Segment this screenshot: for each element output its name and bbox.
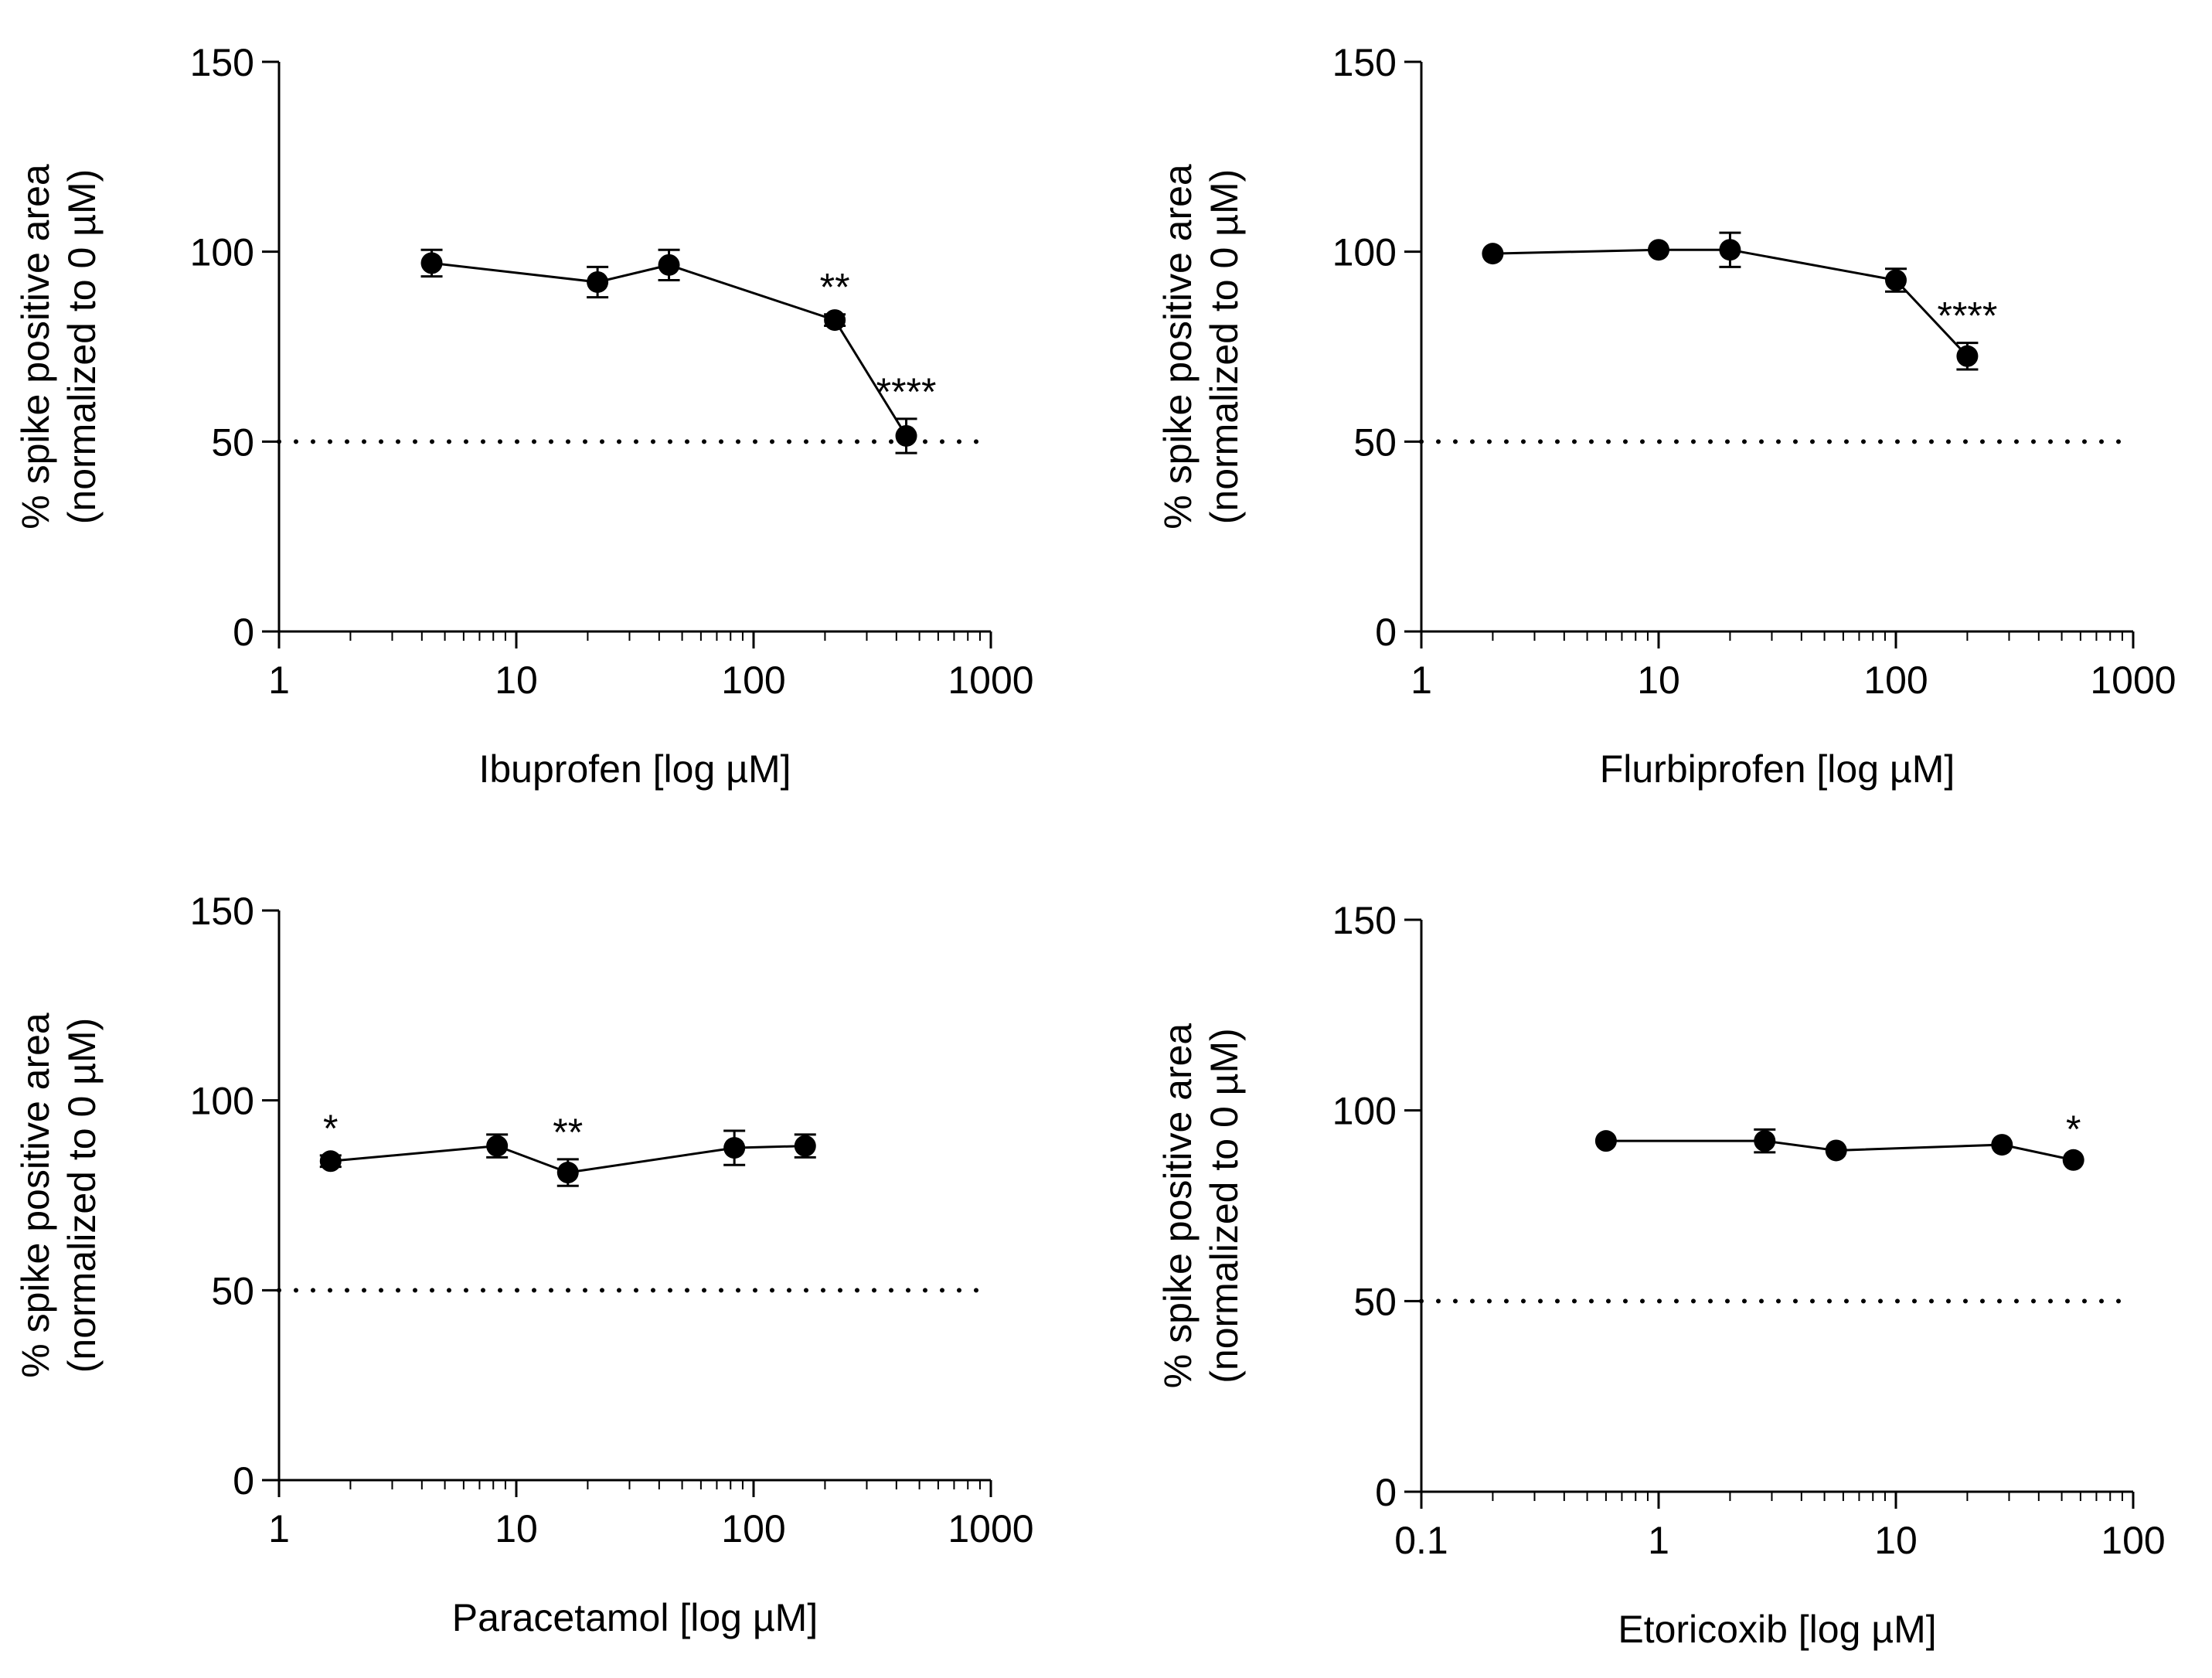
y-tick-label: 100 [1332,1090,1397,1133]
y-tick-label: 50 [211,420,254,464]
data-point [895,424,917,447]
x-tick-label: 100 [721,659,785,702]
etoricoxib-panel: 0 50 100 150 0.1 1 10 100 Etoricoxib [log µM] % s… [1156,899,2166,1651]
y-tick-label: 50 [211,1269,254,1312]
y-axis-label-line1: % spike positive area [14,1013,57,1378]
y-tick-label: 150 [1332,41,1397,84]
data-point [587,271,609,293]
x-tick-label: 1 [1411,659,1432,702]
x-tick-label: 100 [721,1507,785,1550]
data-point [1594,1130,1617,1152]
y-tick-label: 0 [233,1459,254,1503]
y-tick-label: 50 [1353,1280,1397,1323]
y-tick-label: 100 [1332,231,1397,274]
y-axis-label-line1: % spike positive area [1156,1023,1200,1389]
y-tick-label: 100 [190,231,254,274]
data-point [1754,1130,1776,1152]
data-point [1719,239,1741,261]
data-point [420,252,443,274]
x-axis-label: Flurbiprofen [log µM] [1600,747,1955,791]
y-tick-label: 150 [190,890,254,933]
y-tick-label: 150 [1332,899,1397,942]
x-tick-label: 10 [495,659,538,702]
x-tick-label: 10 [1637,659,1680,702]
paracetamol-panel: 0 50 100 150 1 10 100 1000 Paracetamol [log µM]%… [14,890,1034,1639]
y-tick-label: 0 [233,611,254,654]
x-tick-label: 1 [268,1507,290,1550]
y-tick-label: 0 [1375,1471,1397,1514]
ibuprofen-panel: 0 50 100 150 1 10 100 1000 Ibuprofen [log µM] % s… [14,41,1034,791]
x-tick-label: 10 [1874,1519,1918,1562]
y-axis-label-line2: (normalized to 0 µM) [60,1018,104,1373]
y-tick-label: 100 [190,1080,254,1123]
data-point [658,254,680,276]
data-point [794,1135,816,1157]
data-point [556,1162,579,1184]
y-tick-label: 50 [1353,420,1397,464]
significance-label: **** [1937,294,1997,338]
significance-label: ** [553,1111,583,1154]
significance-label: **** [876,370,937,414]
data-point [486,1135,509,1157]
significance-label: * [323,1107,338,1150]
y-axis-label-line1: % spike positive area [1156,164,1200,529]
data-point [319,1150,342,1173]
significance-label: * [2066,1108,2081,1151]
x-tick-label: 1000 [948,659,1033,702]
y-axis-label-line2: (normalized to 0 µM) [1203,169,1246,525]
x-tick-label: 100 [1863,659,1928,702]
data-point [2062,1149,2084,1171]
flurbiprofen-panel: 0 50 100 150 1 10 100 1000 Flurbiprofen [log µM]… [1156,41,2176,791]
data-point [1648,239,1669,261]
x-axis-label: Paracetamol [log µM] [452,1596,818,1639]
x-tick-label: 1 [268,659,290,702]
x-tick-label: 1000 [2090,659,2176,702]
data-point [1885,269,1907,291]
data-point [1482,243,1504,265]
data-point [1825,1139,1847,1162]
x-axis-label: Ibuprofen [log µM] [478,747,791,791]
x-tick-label: 0.1 [1394,1519,1448,1562]
data-point [1956,345,1979,367]
x-tick-label: 100 [2101,1519,2165,1562]
y-tick-label: 0 [1375,611,1397,654]
x-tick-label: 1 [1648,1519,1669,1562]
data-point [723,1137,746,1159]
y-tick-label: 150 [190,41,254,84]
y-axis-label-line2: (normalized to 0 µM) [1203,1028,1246,1384]
y-axis-label-line2: (normalized to 0 µM) [60,169,104,525]
significance-label: ** [820,266,850,309]
x-tick-label: 1000 [948,1507,1033,1550]
x-tick-label: 10 [495,1507,538,1550]
y-axis-label-line1: % spike positive area [14,164,57,529]
data-point [1991,1134,2013,1156]
data-point [824,309,846,332]
x-axis-label: Etoricoxib [log µM] [1618,1608,1936,1651]
